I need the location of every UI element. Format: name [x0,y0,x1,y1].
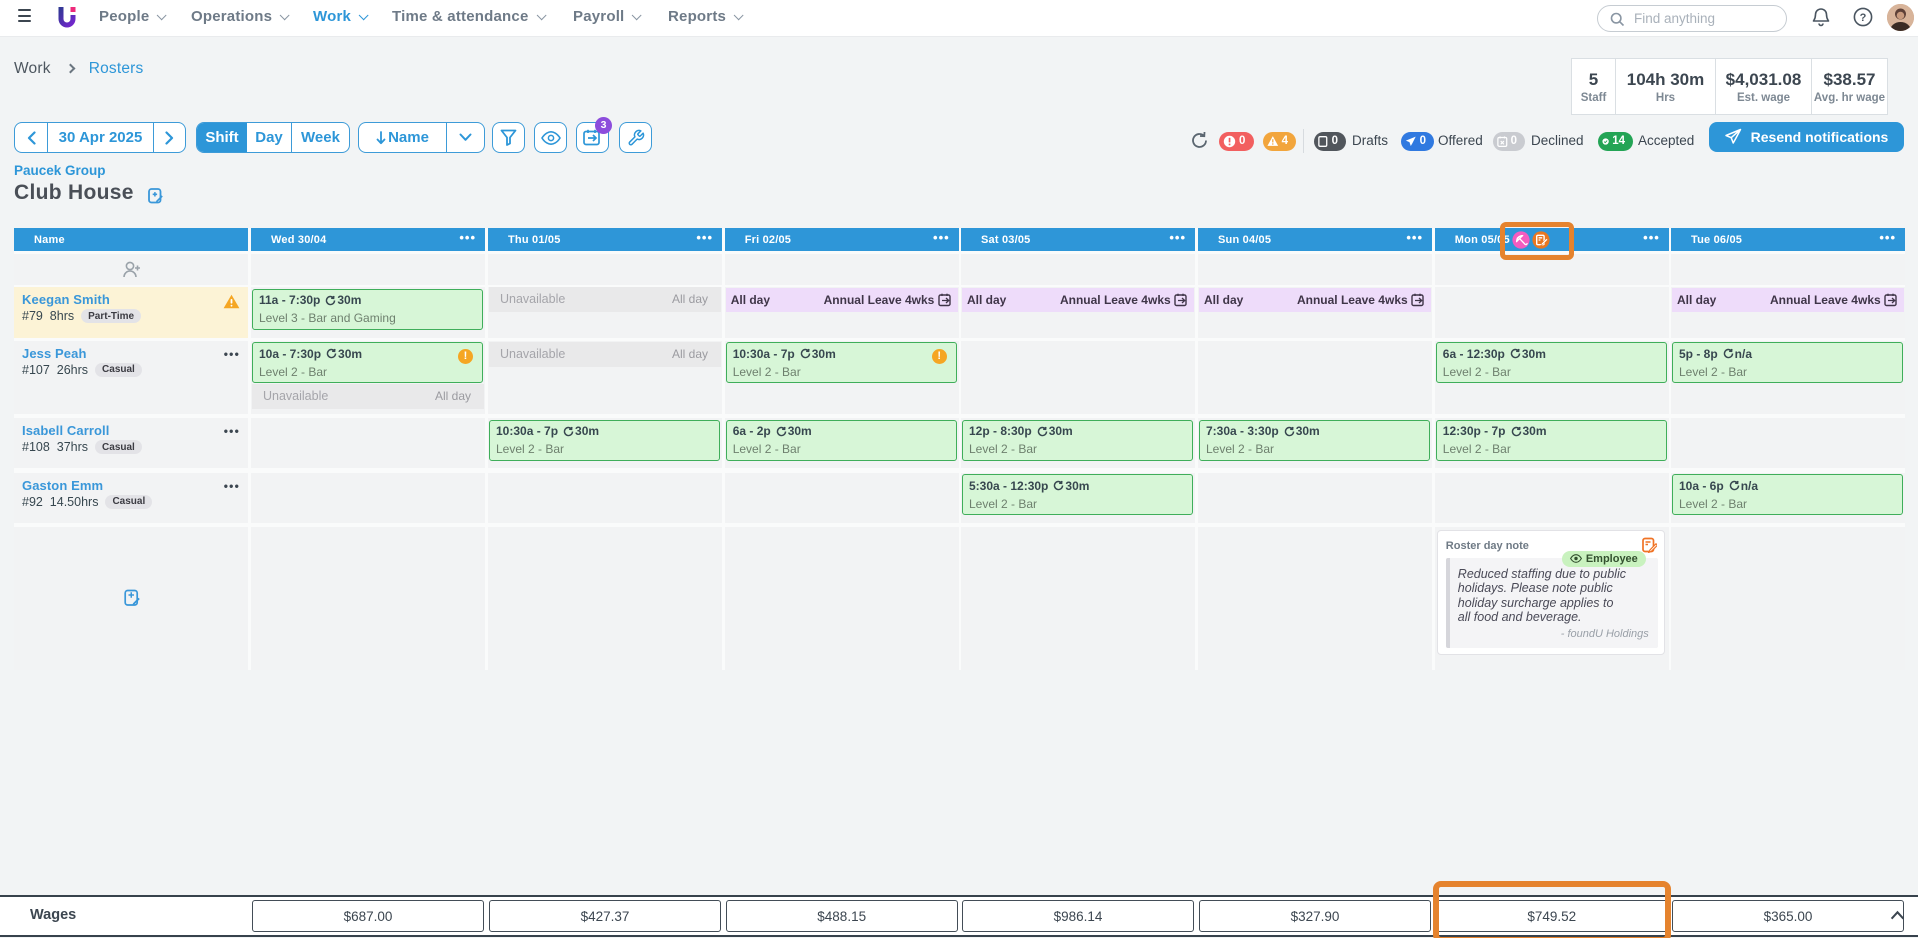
svg-text:?: ? [1860,12,1867,24]
